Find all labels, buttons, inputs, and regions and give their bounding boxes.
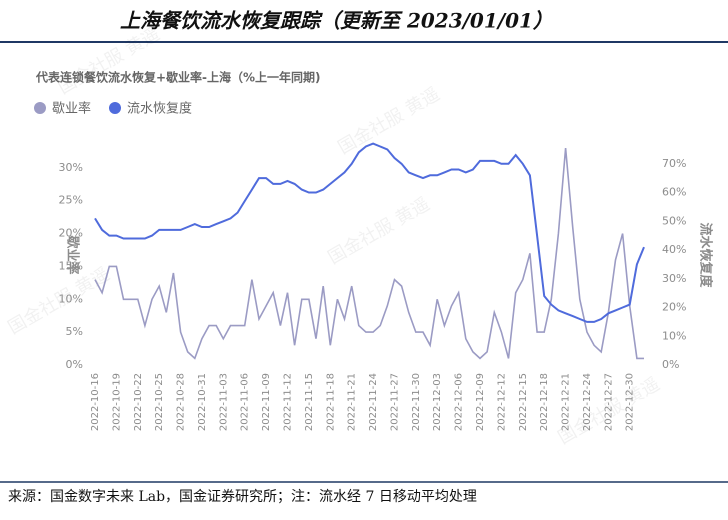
x-tick-label: 2022-11-18 <box>325 373 336 431</box>
x-tick-label: 2022-11-06 <box>240 373 251 431</box>
y-tick-label: 10% <box>59 292 83 305</box>
x-tick-label: 2022-12-15 <box>518 373 529 431</box>
y-axis-label: 歇业率 <box>65 234 81 274</box>
x-tick-label: 2022-12-06 <box>454 373 465 431</box>
watermark: 国金社服 黄遥 <box>335 84 444 159</box>
y2-tick-label: 10% <box>662 329 686 342</box>
x-tick-label: 2022-10-28 <box>176 373 187 431</box>
x-tick-label: 2022-12-12 <box>496 373 507 431</box>
y-tick-label: 25% <box>59 194 83 207</box>
x-tick-label: 2022-10-31 <box>197 373 208 431</box>
y-tick-label: 20% <box>59 227 83 240</box>
legend-marker <box>109 102 121 114</box>
watermark: 国金社服 黄遥 <box>325 194 434 269</box>
y2-tick-label: 50% <box>662 214 686 227</box>
y2-tick-label: 20% <box>662 301 686 314</box>
y-tick-label: 30% <box>59 161 83 174</box>
legend-label: 歇业率 <box>52 101 91 117</box>
chart-title: 代表连锁餐饮流水恢复+歇业率-上海（%上一年同期) <box>35 70 321 85</box>
x-tick-label: 2022-12-27 <box>603 373 614 431</box>
y2-tick-label: 70% <box>662 157 686 170</box>
y-tick-label: 0% <box>66 358 83 371</box>
series-line <box>94 148 644 360</box>
legend-label: 流水恢复度 <box>127 101 192 117</box>
x-tick-label: 2022-10-22 <box>133 373 144 431</box>
x-tick-label: 2022-11-24 <box>368 373 379 431</box>
legend-marker <box>34 102 46 114</box>
x-tick-label: 2022-11-30 <box>411 373 422 431</box>
x-tick-label: 2022-11-15 <box>304 373 315 431</box>
x-tick-label: 2022-12-30 <box>625 373 636 431</box>
x-tick-label: 2022-10-25 <box>154 373 165 431</box>
x-tick-label: 2022-12-21 <box>561 373 572 431</box>
x-tick-label: 2022-11-12 <box>283 373 294 431</box>
y2-tick-label: 60% <box>662 186 686 199</box>
footer-source: 来源：国金数字未来 Lab，国金证券研究所；注：流水经 7 日移动平均处理 <box>8 489 477 505</box>
series-line <box>94 142 645 323</box>
y2-tick-label: 0% <box>662 358 679 371</box>
y2-axis-label: 流水恢复度 <box>698 222 714 288</box>
x-tick-label: 2022-11-03 <box>218 373 229 431</box>
y2-tick-label: 40% <box>662 243 686 256</box>
y-tick-label: 5% <box>66 325 83 338</box>
x-tick-label: 2022-12-24 <box>582 373 593 431</box>
x-tick-label: 2022-12-18 <box>539 373 550 431</box>
x-tick-label: 2022-10-19 <box>111 373 122 431</box>
page-title: 上海餐饮流水恢复跟踪（更新至 2023/01/01） <box>120 9 553 33</box>
x-tick-label: 2022-12-03 <box>432 373 443 431</box>
x-tick-label: 2022-11-09 <box>261 373 272 431</box>
y-tick-label: 15% <box>59 259 83 272</box>
x-tick-label: 2022-11-27 <box>389 373 400 431</box>
x-tick-label: 2022-11-21 <box>347 373 358 431</box>
y2-tick-label: 30% <box>662 272 686 285</box>
x-tick-label: 2022-10-16 <box>90 373 101 431</box>
watermark: 国金社服 黄遥 <box>55 24 164 99</box>
x-tick-label: 2022-12-09 <box>475 373 486 431</box>
